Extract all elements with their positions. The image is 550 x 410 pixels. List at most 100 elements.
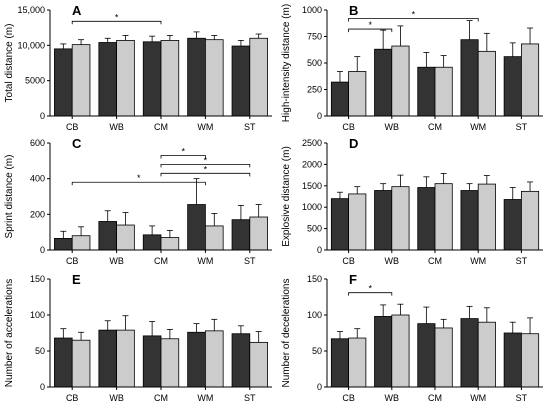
error-bar-st-s2: [255, 33, 262, 39]
y-axis-label: Number of accelerations: [4, 279, 15, 387]
panel-b: 0 250 500 750 1000 CB WB CM WM ST High-intensity d…: [281, 3, 543, 132]
error-bar-cb-s1: [336, 71, 343, 83]
bar-wb-s1: [374, 48, 393, 117]
error-bar-cm-s1: [423, 52, 430, 68]
panel-f: 0 50 100 150 CB WB CM WM ST Number of deceleratio…: [281, 272, 543, 403]
x-tick-label-wb: WB: [109, 122, 124, 132]
error-bar-st-s2: [527, 317, 534, 334]
y-axis-label: High-intensity distance (m): [281, 4, 292, 122]
y-tick-label: 2500: [302, 138, 322, 148]
bracket-line: [71, 20, 162, 25]
y-axis-label: Total distance (m): [4, 24, 15, 103]
bar-wb-s2: [116, 39, 135, 117]
bar-wm-s1: [187, 204, 206, 251]
bar-wb-s2: [116, 224, 135, 251]
error-bar-cb-s2: [78, 226, 85, 236]
bar-cb-s1: [330, 81, 350, 117]
error-bar-wm-s2: [483, 175, 490, 185]
significance-bracket: *: [160, 146, 206, 159]
x-tick-label-cb: CB: [66, 122, 79, 132]
bar-wb-s2: [116, 329, 135, 388]
error-bar-cm-s1: [149, 35, 156, 42]
y-tick-label: 1500: [302, 181, 322, 191]
y-tick-label: 15,000: [17, 5, 45, 15]
error-bar-wb-s1: [104, 320, 111, 331]
y-tick-label: 0: [40, 245, 45, 255]
error-bar-st-s1: [237, 39, 244, 47]
y-tick-label: 10,000: [17, 40, 45, 50]
y-tick-label: 0: [40, 111, 45, 121]
bracket-line: [160, 164, 251, 168]
bar-wm-s2: [204, 39, 224, 117]
bar-wb-s1: [374, 316, 393, 388]
x-tick-label-cm: CM: [154, 393, 168, 403]
bar-cm-s2: [160, 237, 180, 251]
error-bar-wm-s2: [483, 32, 490, 52]
error-bar-wb-s2: [122, 212, 129, 226]
significance-star: *: [368, 20, 372, 30]
y-axis-label: Number of decelerations: [281, 279, 292, 388]
x-tick-label-cm: CM: [428, 256, 442, 266]
bar-st-s2: [249, 341, 268, 388]
bar-wm-s2: [204, 225, 224, 251]
bar-cm-s1: [142, 234, 162, 251]
x-tick-label-wb: WB: [109, 256, 124, 266]
error-bar-cm-s2: [440, 55, 447, 68]
error-bar-wm-s2: [483, 307, 490, 323]
x-tick-label-wm: WM: [197, 393, 213, 403]
x-tick-label-st: ST: [244, 122, 256, 132]
bar-wm-s1: [460, 39, 479, 117]
significance-bracket: *: [71, 173, 206, 186]
error-bar-st-s2: [255, 331, 262, 343]
bar-st-s2: [521, 333, 540, 388]
x-tick-label-st: ST: [244, 256, 256, 266]
bar-cb-s1: [330, 338, 350, 388]
y-tick-label: 750: [307, 32, 322, 42]
error-bar-cb-s2: [354, 56, 361, 72]
error-bar-wm-s1: [466, 183, 473, 191]
panel-letter: A: [72, 3, 82, 18]
y-tick-label: 50: [35, 346, 45, 356]
bar-cb-s1: [54, 48, 73, 117]
significance-star: *: [137, 173, 141, 183]
bar-cm-s2: [160, 338, 180, 388]
bar-wm-s1: [460, 190, 479, 251]
y-tick-label: 500: [307, 224, 322, 234]
significance-star: *: [181, 146, 185, 156]
bar-st-s1: [503, 199, 522, 251]
bar-wb-s1: [98, 42, 117, 117]
error-bar-cm-s2: [440, 172, 447, 184]
error-bar-cb-s1: [336, 191, 343, 199]
y-tick-label: 250: [307, 85, 322, 95]
bar-cb-s2: [348, 193, 367, 251]
bracket-line: [71, 181, 206, 186]
significance-bracket: *: [160, 164, 251, 177]
x-tick-label-st: ST: [516, 122, 528, 132]
error-bar-cm-s1: [149, 225, 156, 235]
x-tick-label-st: ST: [516, 393, 528, 403]
error-bar-cm-s1: [423, 176, 430, 188]
y-tick-label: 1000: [302, 5, 322, 15]
bar-cb-s1: [330, 198, 350, 251]
bar-st-s2: [249, 216, 268, 251]
bar-st-s2: [521, 43, 540, 117]
error-bar-wb-s1: [104, 210, 111, 222]
panel-e: 0 50 100 150 CB WB CM WM ST Number of acceleratio…: [4, 272, 272, 403]
y-tick-label: 0: [317, 245, 322, 255]
significance-star: *: [115, 12, 119, 22]
error-bar-cb-s2: [78, 39, 85, 45]
x-tick-label-wb: WB: [385, 122, 400, 132]
x-tick-label-cb: CB: [66, 393, 79, 403]
y-tick-label: 50: [312, 346, 322, 356]
y-tick-label: 500: [307, 58, 322, 68]
x-tick-label-wb: WB: [385, 393, 400, 403]
error-bar-wm-s1: [193, 178, 200, 205]
bar-wb-s1: [374, 190, 393, 251]
error-bar-wm-s1: [466, 20, 473, 40]
panel-a: 0 5000 10,000 15,000 CB WB CM WM ST Total distanc…: [4, 3, 272, 132]
bar-cb-s2: [71, 235, 91, 251]
x-tick-label-st: ST: [244, 393, 256, 403]
bar-st-s1: [231, 219, 251, 251]
x-tick-label-cb: CB: [66, 256, 79, 266]
